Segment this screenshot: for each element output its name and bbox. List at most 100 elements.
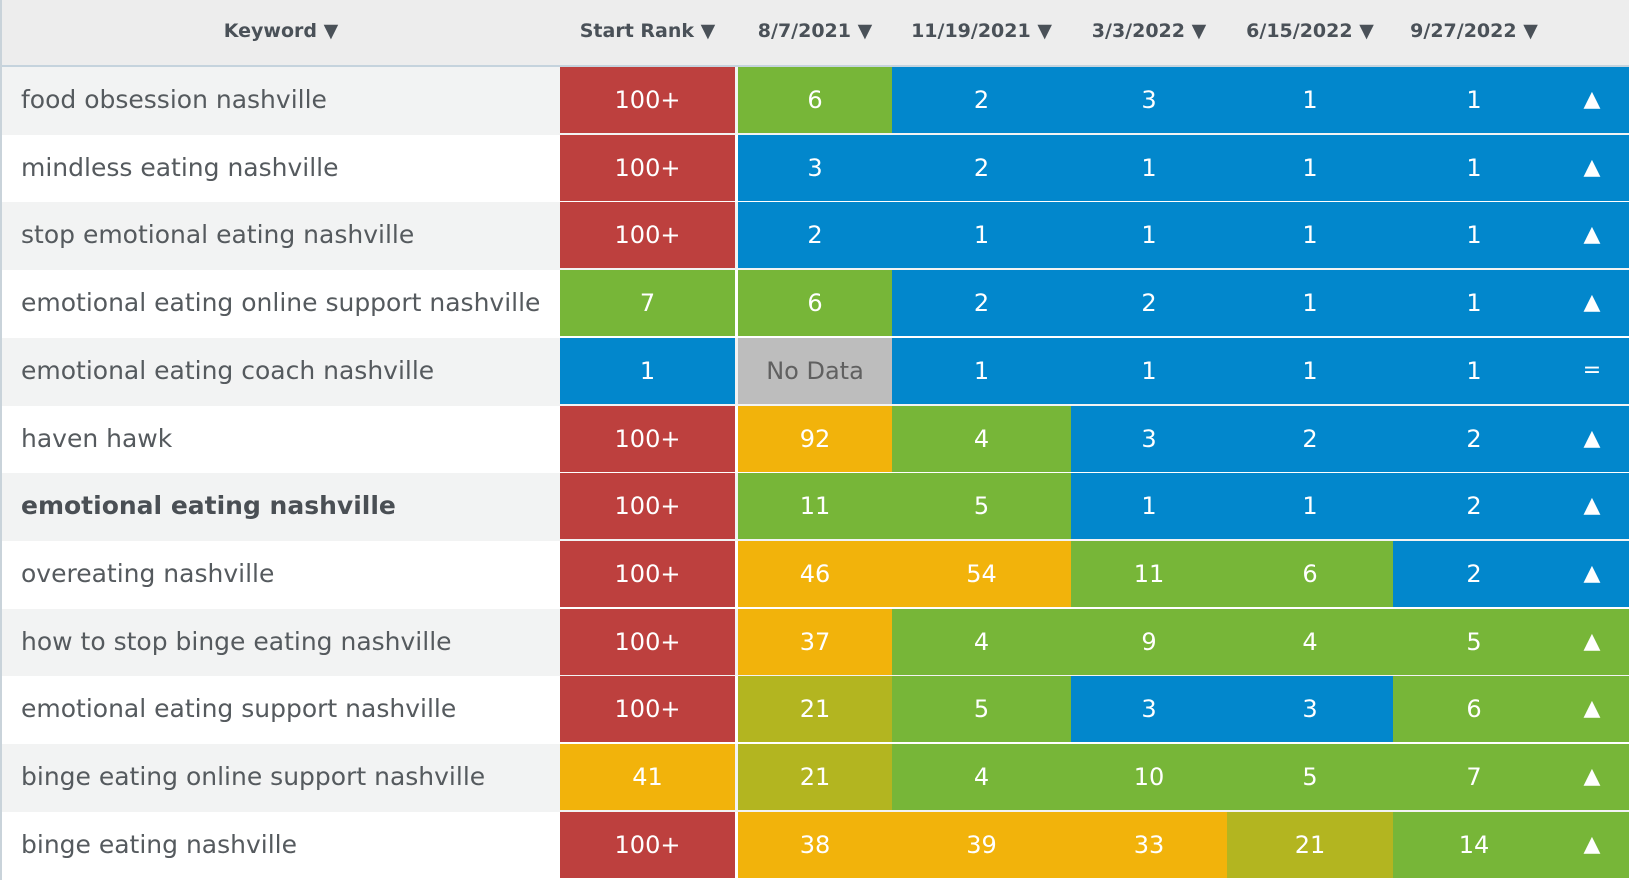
rank-cell: 21 — [738, 744, 892, 810]
table-row: overeating nashville 100+ 46 54 11 6 2 ▲ — [2, 540, 1629, 609]
keyword-cell: haven hawk — [21, 423, 173, 453]
keyword-cell: overeating nashville — [21, 558, 275, 588]
rank-cell: 1 — [1071, 337, 1227, 404]
sort-start-rank-header[interactable]: Start Rank ▼ — [579, 20, 716, 42]
table-row: emotional eating nashville 100+ 11 5 1 1 2 ▲ — [2, 473, 1629, 542]
trend-up-icon: ▲ — [1555, 540, 1629, 607]
trend-up-icon: ▲ — [1555, 744, 1629, 810]
rank-cell: No Data — [738, 337, 892, 404]
rank-cell: 5 — [1393, 608, 1555, 675]
table-row: binge eating nashville 100+ 38 39 33 21 14 ▲ — [2, 811, 1629, 880]
start-rank-cell: 100+ — [560, 202, 735, 269]
table-row: haven hawk 100+ 92 4 3 2 2 ▲ — [2, 405, 1629, 474]
keyword-cell: emotional eating coach nashville — [21, 355, 435, 385]
trend-up-icon: ▲ — [1555, 67, 1629, 133]
rank-cell: 7 — [1393, 744, 1555, 810]
rank-cell: 1 — [1227, 473, 1393, 540]
rank-cell: 6 — [1393, 676, 1555, 743]
rank-cell: 2 — [892, 270, 1071, 337]
rank-cell: 4 — [892, 405, 1071, 472]
rank-cell: 3 — [738, 134, 892, 201]
sort-date-header[interactable]: 11/19/2021 ▼ — [911, 20, 1052, 42]
sort-date-header[interactable]: 3/3/2022 ▼ — [1091, 20, 1207, 42]
sort-date-header[interactable]: 6/15/2022 ▼ — [1246, 20, 1374, 42]
table-row: stop emotional eating nashville 100+ 2 1 1 1 1… — [2, 202, 1629, 271]
rank-cell: 6 — [738, 270, 892, 337]
rank-cell: 46 — [738, 540, 892, 607]
keyword-cell: stop emotional eating nashville — [21, 220, 415, 250]
rank-cell: 5 — [892, 676, 1071, 743]
rank-cell: 10 — [1071, 744, 1227, 810]
rank-cell: 38 — [738, 811, 892, 878]
rank-cell: 14 — [1393, 811, 1555, 878]
rank-cell: 4 — [1227, 608, 1393, 675]
table-row: how to stop binge eating nashville 100+ 37… — [2, 608, 1629, 677]
rank-cell: 3 — [1071, 676, 1227, 743]
rank-cell: 1 — [1227, 67, 1393, 133]
rank-cell: 5 — [892, 473, 1071, 540]
keyword-cell: emotional eating support nashville — [21, 694, 457, 724]
rank-cell: 37 — [738, 608, 892, 675]
trend-up-icon: ▲ — [1555, 270, 1629, 337]
rank-cell: 2 — [892, 67, 1071, 133]
rank-cell: 1 — [1393, 67, 1555, 133]
keyword-cell: emotional eating nashville — [21, 491, 396, 521]
table-row: emotional eating support nashville 100+ 21… — [2, 676, 1629, 745]
rank-cell: 1 — [1071, 202, 1227, 269]
rank-cell: 54 — [892, 540, 1071, 607]
rank-cell: 33 — [1071, 811, 1227, 878]
rank-cell: 2 — [1227, 405, 1393, 472]
rank-cell: 1 — [1393, 134, 1555, 201]
rank-cell: 1 — [1071, 473, 1227, 540]
trend-up-icon: ▲ — [1555, 811, 1629, 878]
rank-cell: 92 — [738, 405, 892, 472]
sort-date-header[interactable]: 9/27/2022 ▼ — [1410, 20, 1538, 42]
table-row: mindless eating nashville 100+ 3 2 1 1 1 ▲ — [2, 134, 1629, 203]
table-row: emotional eating online support nashvill… — [2, 270, 1629, 339]
rank-cell: 1 — [1227, 270, 1393, 337]
rank-cell: 21 — [738, 676, 892, 743]
rank-cell: 1 — [1071, 134, 1227, 201]
sort-date-header[interactable]: 8/7/2021 ▼ — [757, 20, 873, 42]
keyword-cell: binge eating online support nashville — [21, 762, 486, 791]
rank-cell: 2 — [1071, 270, 1227, 337]
rank-cell: 3 — [1071, 67, 1227, 133]
start-rank-cell: 100+ — [560, 473, 735, 540]
rank-cell: 1 — [892, 337, 1071, 404]
rank-cell: 21 — [1227, 811, 1393, 878]
rank-cell: 2 — [892, 134, 1071, 201]
trend-up-icon: ▲ — [1555, 134, 1629, 201]
table-row: binge eating online support nashville 41 2… — [2, 744, 1629, 812]
rank-cell: 1 — [1227, 337, 1393, 404]
table-row: emotional eating coach nashville 1 No Data… — [2, 337, 1629, 406]
rank-cell: 4 — [892, 744, 1071, 810]
keyword-cell: emotional eating online support nashvill… — [21, 288, 541, 318]
table-header: Keyword ▼ Start Rank ▼ 8/7/2021 ▼ 11/19/… — [2, 0, 1629, 67]
rank-cell: 6 — [1227, 540, 1393, 607]
rank-cell: 5 — [1227, 744, 1393, 810]
start-rank-cell: 100+ — [560, 134, 735, 201]
rank-cell: 3 — [1227, 676, 1393, 743]
rank-cell: 6 — [738, 67, 892, 133]
start-rank-cell: 100+ — [560, 67, 735, 133]
rank-cell: 11 — [1071, 540, 1227, 607]
rank-cell: 1 — [1393, 270, 1555, 337]
trend-up-icon: ▲ — [1555, 676, 1629, 743]
rank-cell: 1 — [892, 202, 1071, 269]
trend-up-icon: ▲ — [1555, 405, 1629, 472]
rank-cell: 1 — [1393, 337, 1555, 404]
rank-cell: 2 — [738, 202, 892, 269]
keyword-cell: food obsession nashville — [21, 85, 327, 114]
start-rank-cell: 1 — [560, 337, 735, 404]
trend-up-icon: ▲ — [1555, 202, 1629, 269]
sort-keyword-header[interactable]: Keyword ▼ — [223, 20, 339, 42]
keyword-cell: how to stop binge eating nashville — [21, 626, 452, 656]
rank-cell: 2 — [1393, 473, 1555, 540]
start-rank-cell: 100+ — [560, 676, 735, 743]
rank-cell: 1 — [1227, 134, 1393, 201]
start-rank-cell: 100+ — [560, 405, 735, 472]
start-rank-cell: 100+ — [560, 540, 735, 607]
rank-cell: 11 — [738, 473, 892, 540]
rank-cell: 9 — [1071, 608, 1227, 675]
